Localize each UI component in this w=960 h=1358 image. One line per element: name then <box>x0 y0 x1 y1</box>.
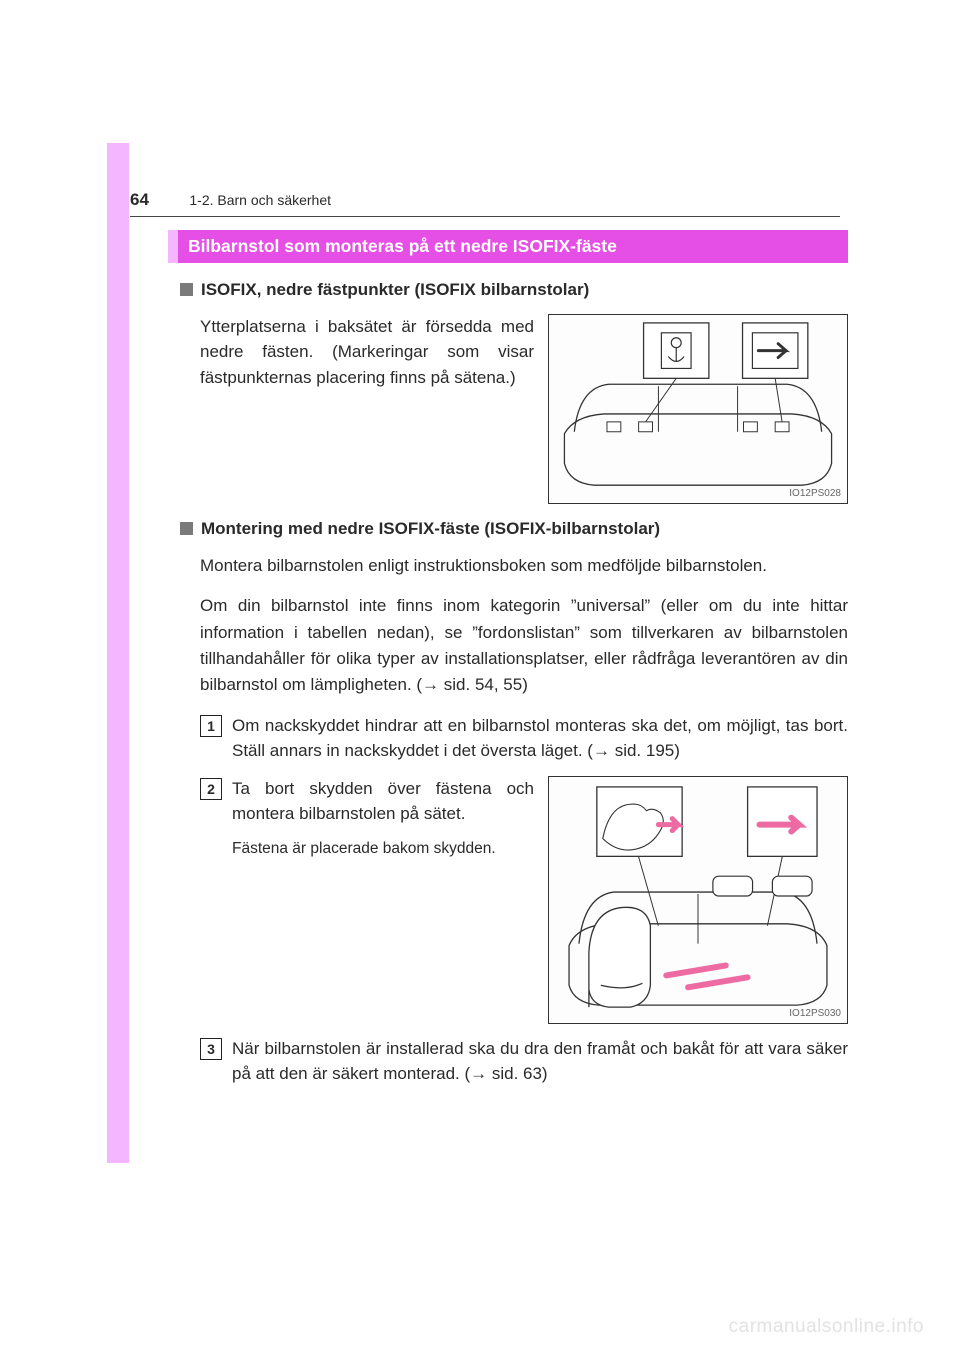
step-1: 1 Om nackskyddet hindrar att en bilbarns… <box>200 713 848 764</box>
step-2: 2 Ta bort skydden över fästena och monte… <box>200 776 848 1024</box>
step-2-text: Ta bort skydden över fästena och montera… <box>232 776 534 827</box>
subsection-1-title: ISOFIX, nedre fästpunkter (ISOFIX bilbar… <box>201 279 589 302</box>
heading-bar: Bilbarnstol som monteras på ett nedre IS… <box>168 230 848 263</box>
step-2-subtext: Fästena är placerade bakom skydden. <box>232 837 534 860</box>
install-seat-icon <box>549 777 847 1023</box>
figure-1-caption: IO12PS028 <box>789 488 841 499</box>
figure-2-caption: IO12PS030 <box>789 1008 841 1019</box>
page: 64 1-2. Barn och säkerhet Bilbarnstol so… <box>0 0 960 1358</box>
step-number-box: 3 <box>200 1038 222 1060</box>
isofix-seat-icon <box>549 315 847 503</box>
heading-accent <box>168 230 178 263</box>
subsection-2-head: Montering med nedre ISOFIX-fäste (ISOFIX… <box>180 518 848 541</box>
step-3-text: När bilbarnstolen är installerad ska du … <box>232 1036 848 1087</box>
section-path: 1-2. Barn och säkerhet <box>189 192 331 208</box>
watermark: carmanualsonline.info <box>729 1316 924 1338</box>
subsection-1-head: ISOFIX, nedre fästpunkter (ISOFIX bilbar… <box>180 279 848 302</box>
step-number-box: 2 <box>200 778 222 800</box>
heading-text: Bilbarnstol som monteras på ett nedre IS… <box>178 230 848 263</box>
page-number: 64 <box>130 190 149 209</box>
figure-install-seat: IO12PS030 <box>548 776 848 1024</box>
subsection-1-body: Ytterplatserna i baksätet är försedda me… <box>200 314 848 504</box>
square-bullet-icon <box>180 283 193 296</box>
page-header: 64 1-2. Barn och säkerhet <box>130 190 840 217</box>
subsection-2-para2: Om din bilbarnstol inte finns inom kateg… <box>200 593 848 698</box>
step-number-box: 1 <box>200 715 222 737</box>
step-3: 3 När bilbarnstolen är installerad ska d… <box>200 1036 848 1087</box>
step-1-text: Om nackskyddet hindrar att en bilbarnsto… <box>232 713 848 764</box>
content-area: Bilbarnstol som monteras på ett nedre IS… <box>168 230 848 1099</box>
section-tab <box>107 143 129 1163</box>
subsection-1-text: Ytterplatserna i baksätet är försedda me… <box>200 314 534 504</box>
subsection-2-para1: Montera bilbarnstolen enligt instruktion… <box>200 553 848 579</box>
figure-isofix-anchors: IO12PS028 <box>548 314 848 504</box>
subsection-2-title: Montering med nedre ISOFIX-fäste (ISOFIX… <box>201 518 660 541</box>
square-bullet-icon <box>180 522 193 535</box>
